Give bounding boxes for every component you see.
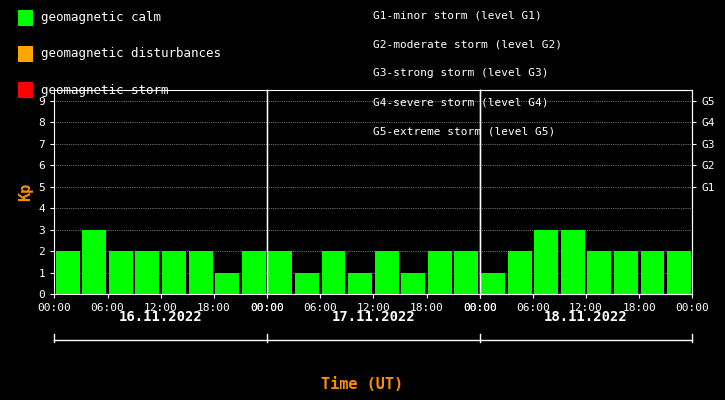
Bar bbox=[268, 251, 292, 294]
Bar bbox=[242, 251, 265, 294]
Bar bbox=[667, 251, 691, 294]
Bar bbox=[83, 230, 106, 294]
Text: geomagnetic calm: geomagnetic calm bbox=[41, 12, 162, 24]
Bar bbox=[56, 251, 80, 294]
Bar bbox=[215, 272, 239, 294]
Text: G1-minor storm (level G1): G1-minor storm (level G1) bbox=[373, 10, 542, 20]
Text: 18.11.2022: 18.11.2022 bbox=[544, 310, 628, 324]
Y-axis label: Kp: Kp bbox=[18, 183, 33, 201]
Bar bbox=[348, 272, 372, 294]
Bar bbox=[295, 272, 319, 294]
Text: 16.11.2022: 16.11.2022 bbox=[119, 310, 202, 324]
Bar bbox=[534, 230, 558, 294]
Bar bbox=[109, 251, 133, 294]
Bar bbox=[614, 251, 638, 294]
Bar bbox=[481, 272, 505, 294]
Text: G4-severe storm (level G4): G4-severe storm (level G4) bbox=[373, 98, 549, 108]
Bar bbox=[375, 251, 399, 294]
Bar bbox=[455, 251, 478, 294]
Bar bbox=[561, 230, 584, 294]
Bar bbox=[641, 251, 665, 294]
Text: G5-extreme storm (level G5): G5-extreme storm (level G5) bbox=[373, 127, 555, 137]
Text: G3-strong storm (level G3): G3-strong storm (level G3) bbox=[373, 68, 549, 78]
Bar bbox=[136, 251, 160, 294]
Text: 17.11.2022: 17.11.2022 bbox=[331, 310, 415, 324]
Text: geomagnetic storm: geomagnetic storm bbox=[41, 84, 169, 96]
Bar bbox=[162, 251, 186, 294]
Bar bbox=[507, 251, 531, 294]
Text: G2-moderate storm (level G2): G2-moderate storm (level G2) bbox=[373, 39, 563, 49]
Text: Time (UT): Time (UT) bbox=[321, 377, 404, 392]
Bar bbox=[587, 251, 611, 294]
Bar bbox=[428, 251, 452, 294]
Bar bbox=[322, 251, 346, 294]
Bar bbox=[188, 251, 212, 294]
Text: geomagnetic disturbances: geomagnetic disturbances bbox=[41, 48, 221, 60]
Bar bbox=[402, 272, 425, 294]
